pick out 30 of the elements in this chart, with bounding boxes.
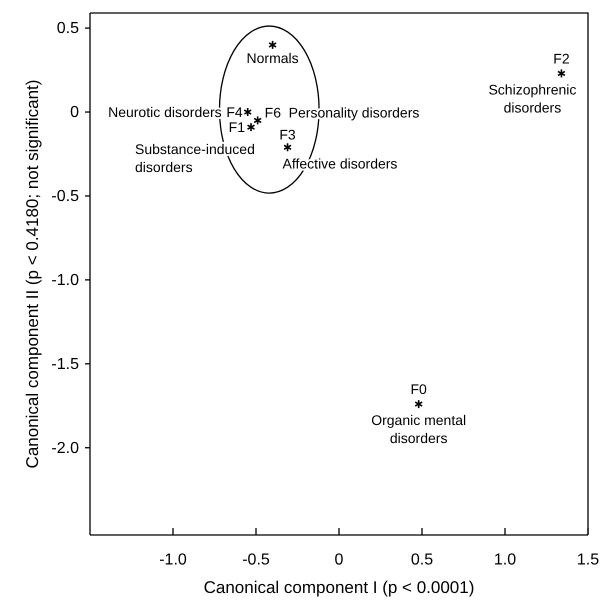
y-tick-label: -1.5 bbox=[51, 356, 80, 373]
x-tick-label: 1.5 bbox=[576, 551, 600, 568]
annotation: Schizophrenic disorders bbox=[488, 81, 576, 116]
y-tick-label: -1.0 bbox=[51, 272, 80, 289]
annotation: F4 bbox=[226, 104, 243, 120]
point bbox=[253, 116, 262, 126]
x-tick-label: 0 bbox=[334, 551, 344, 568]
annotation: F2 bbox=[553, 50, 570, 66]
annotation: F0 bbox=[410, 381, 428, 398]
annotation: F6 bbox=[264, 104, 282, 120]
point bbox=[268, 40, 277, 50]
point bbox=[414, 399, 423, 409]
point bbox=[283, 142, 292, 152]
x-tick-label: 1.0 bbox=[494, 551, 516, 568]
x-tick-label: -0.5 bbox=[242, 551, 270, 568]
point bbox=[246, 122, 256, 132]
y-tick-label: 0 bbox=[70, 104, 80, 122]
x-axis-title: Canonical component I (p < 0.0001) bbox=[204, 578, 474, 597]
point bbox=[557, 68, 566, 78]
annotation: Normals bbox=[246, 50, 299, 66]
annotation: Organic mental disorders bbox=[371, 412, 466, 446]
annotation: F1 bbox=[228, 119, 246, 136]
point bbox=[243, 107, 252, 117]
y-tick-label: -2.0 bbox=[51, 440, 80, 457]
y-tick-label: -0.5 bbox=[51, 188, 80, 206]
y-axis-title: Canonical component II (p < 0.4180; not significant) bbox=[23, 80, 42, 468]
y-tick-label: 0.5 bbox=[56, 20, 80, 38]
annotation: F3 bbox=[279, 126, 296, 142]
x-tick-label: 0.5 bbox=[410, 551, 434, 568]
x-tick-label: -1.0 bbox=[159, 551, 187, 568]
